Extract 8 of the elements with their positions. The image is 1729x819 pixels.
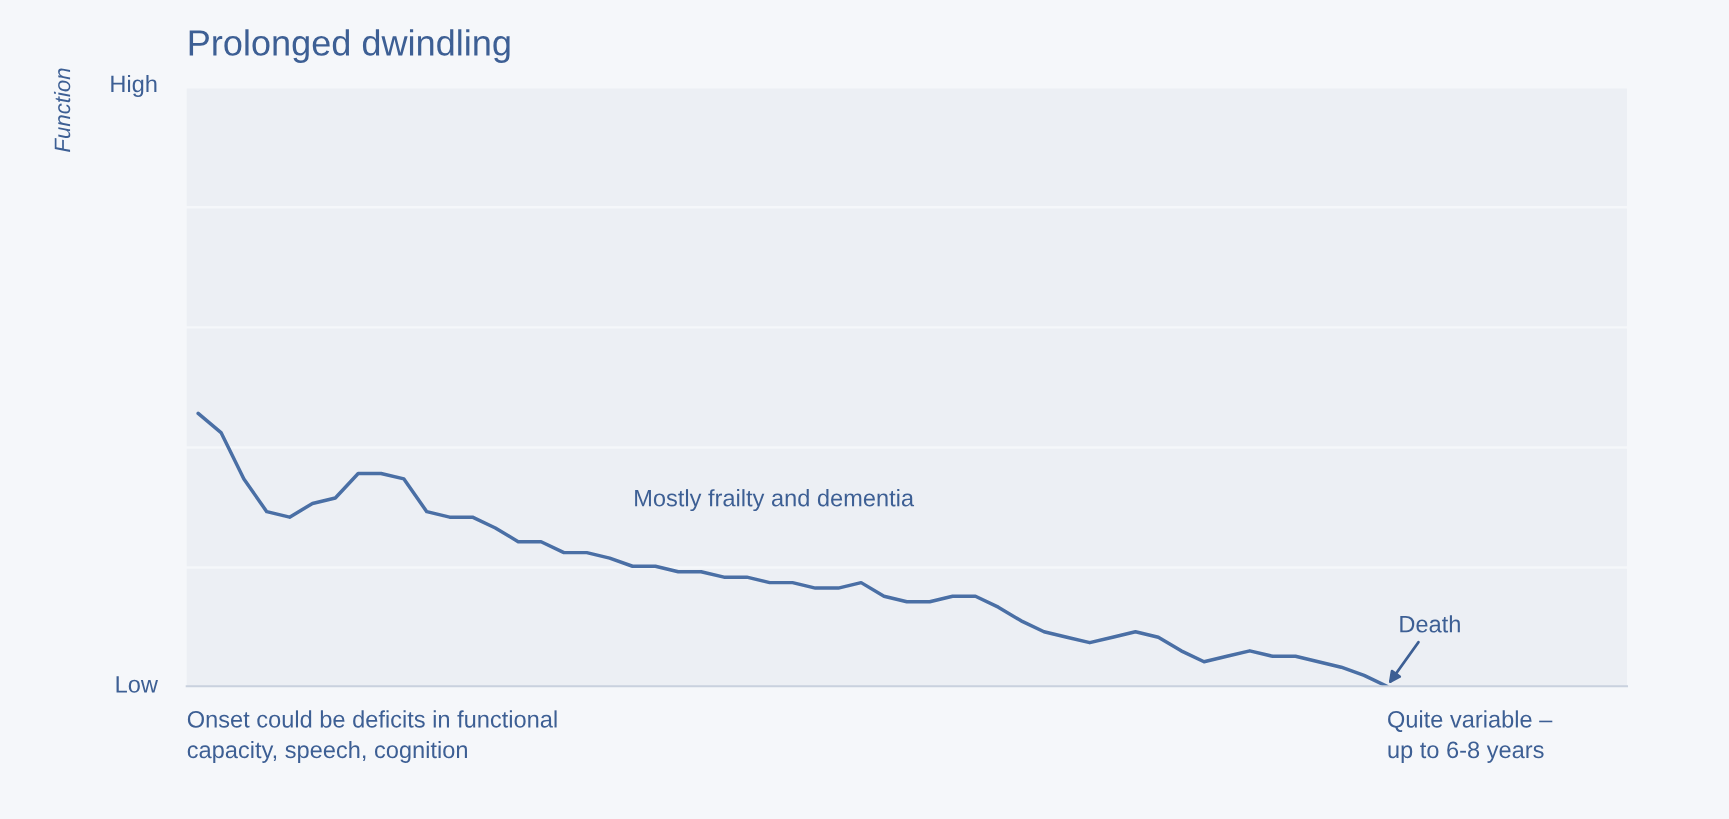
chart-title: Prolonged dwindling — [189, 29, 510, 63]
text: Low — [116, 676, 158, 693]
text: Function — [53, 68, 71, 152]
text: High — [111, 74, 157, 97]
annotation: Mostly frailty and dementia — [635, 489, 915, 512]
text: Onset could be deficits in functional capacity, speech, cognition — [187, 710, 557, 763]
annotation: Death — [1400, 615, 1460, 633]
text: Quite variable – up to 6-8 years — [1388, 710, 1553, 763]
